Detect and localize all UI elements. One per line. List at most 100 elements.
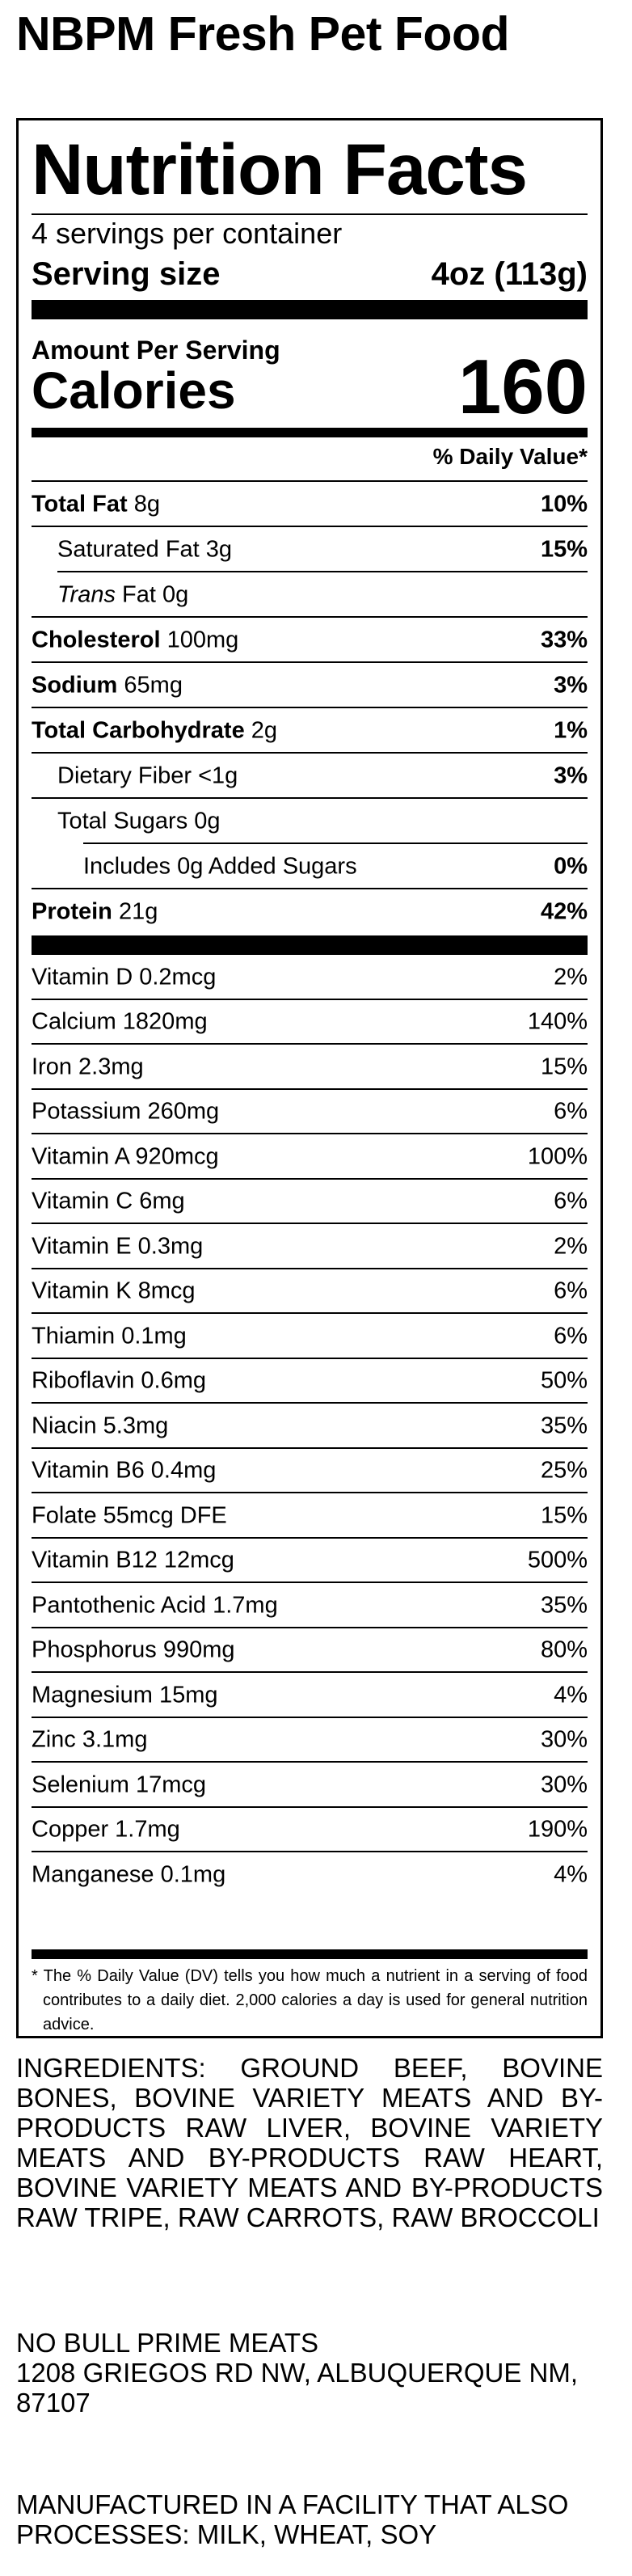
vitamin-dv: 4% [554, 1861, 588, 1888]
vitamin-name: Pantothenic Acid 1.7mg [32, 1592, 278, 1619]
daily-value-footnote: * The % Daily Value (DV) tells you how m… [32, 1964, 588, 2037]
vitamin-row: Vitamin B12 12mcg 500% [32, 1539, 588, 1583]
vitamin-dv: 500% [527, 1547, 588, 1573]
vitamin-row: Niacin 5.3mg 35% [32, 1404, 588, 1449]
vitamin-dv: 4% [554, 1682, 588, 1708]
serving-size-label: Serving size [32, 256, 221, 292]
serving-size-value: 4oz (113g) [431, 256, 588, 292]
vitamin-row: Potassium 260mg 6% [32, 1090, 588, 1134]
vitamin-name: Magnesium 15mg [32, 1682, 218, 1708]
vitamin-row: Vitamin C 6mg 6% [32, 1180, 588, 1224]
nutrient-row-cholesterol: Cholesterol 100mg 33% [32, 618, 588, 663]
nutrient-dv: 10% [540, 491, 588, 517]
nutrient-row-sodium: Sodium 65mg 3% [32, 663, 588, 708]
vitamin-row: Calcium 1820mg 140% [32, 1000, 588, 1045]
vitamin-dv: 190% [527, 1816, 588, 1843]
vitamin-row: Vitamin B6 0.4mg 25% [32, 1449, 588, 1493]
vitamin-name: Zinc 3.1mg [32, 1726, 148, 1753]
vitamin-dv: 100% [527, 1143, 588, 1170]
nutrient-dv: 3% [554, 762, 588, 789]
vitamin-name: Vitamin B12 12mcg [32, 1547, 234, 1573]
vitamin-row: Iron 2.3mg 15% [32, 1045, 588, 1090]
footnote-star: * [32, 1967, 38, 1985]
vitamin-name: Selenium 17mcg [32, 1772, 206, 1798]
nutrient-name: Protein 21g [32, 898, 158, 925]
manufacturer-name: NO BULL PRIME MEATS [16, 2328, 319, 2358]
vitamin-name: Copper 1.7mg [32, 1816, 180, 1843]
vitamin-row: Zinc 3.1mg 30% [32, 1718, 588, 1763]
vitamin-row: Selenium 17mcg 30% [32, 1763, 588, 1808]
servings-per-container: 4 servings per container [32, 217, 343, 250]
vitamin-dv: 15% [540, 1502, 588, 1529]
vitamin-dv: 6% [554, 1277, 588, 1304]
vitamin-name: Manganese 0.1mg [32, 1861, 226, 1888]
nutrient-row-protein: Protein 21g 42% [32, 889, 588, 935]
nutrition-facts-title: Nutrition Facts [32, 129, 528, 209]
nutrient-row-total-fat: Total Fat 8g 10% [32, 482, 588, 527]
nutrient-row-total-sugars: Total Sugars 0g [32, 799, 588, 844]
nutrient-name: Dietary Fiber <1g [57, 762, 238, 789]
nutrient-name: Sodium 65mg [32, 672, 183, 699]
nutrient-row-saturated-fat: Saturated Fat 3g 15% [32, 527, 588, 572]
vitamin-name: Niacin 5.3mg [32, 1413, 169, 1439]
nutrient-dv: 3% [554, 672, 588, 699]
vitamin-row: Pantothenic Acid 1.7mg 35% [32, 1583, 588, 1628]
daily-value-header: % Daily Value* [432, 444, 588, 469]
vitamin-name: Thiamin 0.1mg [32, 1323, 187, 1349]
vitamin-dv: 15% [540, 1054, 588, 1080]
vitamin-name: Vitamin B6 0.4mg [32, 1457, 217, 1484]
brand-title: NBPM Fresh Pet Food [16, 7, 510, 61]
divider [32, 213, 588, 215]
vitamin-dv: 80% [540, 1636, 588, 1663]
vitamin-dv: 2% [554, 964, 588, 990]
calories-value: 160 [457, 344, 588, 430]
amount-per-serving: Amount Per Serving [32, 336, 280, 365]
vitamin-dv: 6% [554, 1098, 588, 1125]
vitamin-name: Vitamin A 920mcg [32, 1143, 219, 1170]
vitamin-dv: 2% [554, 1233, 588, 1260]
vitamin-row: Folate 55mcg DFE 15% [32, 1493, 588, 1539]
allergen-statement: MANUFACTURED IN A FACILITY THAT ALSO PRO… [16, 2489, 569, 2549]
vitamin-row: Copper 1.7mg 190% [32, 1808, 588, 1852]
nutrient-name: Total Carbohydrate 2g [32, 717, 278, 744]
vitamin-name: Phosphorus 990mg [32, 1636, 235, 1663]
nutrient-row-trans-fat: Trans Fat 0g [32, 572, 588, 618]
nutrient-name: Includes 0g Added Sugars [83, 853, 357, 880]
thick-divider [32, 300, 588, 319]
vitamin-name: Riboflavin 0.6mg [32, 1367, 206, 1394]
nutrient-dv: 33% [540, 627, 588, 653]
vitamin-row: Vitamin E 0.3mg 2% [32, 1224, 588, 1269]
vitamin-row: Magnesium 15mg 4% [32, 1673, 588, 1718]
nutrient-row-dietary-fiber: Dietary Fiber <1g 3% [32, 754, 588, 799]
vitamin-row: Phosphorus 990mg 80% [32, 1628, 588, 1673]
vitamin-dv: 140% [527, 1008, 588, 1035]
vitamin-name: Iron 2.3mg [32, 1054, 144, 1080]
calories-label: Calories [32, 361, 236, 420]
vitamin-name: Vitamin K 8mcg [32, 1277, 196, 1304]
nutrient-name: Cholesterol 100mg [32, 627, 239, 653]
serving-size: Serving size 4oz (113g) [32, 258, 588, 290]
nutrient-dv: 15% [540, 536, 588, 563]
nutrient-row-added-sugars: Includes 0g Added Sugars 0% [32, 844, 588, 889]
nutrient-dv: 42% [540, 898, 588, 925]
footnote-text: The % Daily Value (DV) tells you how muc… [43, 1967, 588, 2033]
manufacturer-address: 1208 GRIEGOS RD NW, ALBUQUERQUE NM, 8710… [16, 2357, 578, 2418]
vitamin-name: Vitamin E 0.3mg [32, 1233, 204, 1260]
vitamin-row: Thiamin 0.1mg 6% [32, 1314, 588, 1359]
medium-divider [32, 1949, 588, 1959]
vitamin-name: Potassium 260mg [32, 1098, 220, 1125]
vitamin-dv: 6% [554, 1323, 588, 1349]
manufacturer: NO BULL PRIME MEATS 1208 GRIEGOS RD NW, … [16, 2328, 603, 2418]
nutrient-dv: 0% [554, 853, 588, 880]
vitamin-row: Vitamin D 0.2mcg 2% [32, 955, 588, 1000]
ingredients: INGREDIENTS: GROUND BEEF, BOVINE BONES, … [16, 2053, 603, 2232]
nutrient-row-total-carbohydrate: Total Carbohydrate 2g 1% [32, 708, 588, 754]
vitamin-name: Folate 55mcg DFE [32, 1502, 227, 1529]
vitamin-dv: 30% [540, 1772, 588, 1798]
vitamin-dv: 30% [540, 1726, 588, 1753]
vitamin-row: Riboflavin 0.6mg 50% [32, 1359, 588, 1404]
divider [32, 480, 588, 482]
nutrient-name: Total Sugars 0g [57, 808, 221, 834]
vitamin-row: Vitamin K 8mcg 6% [32, 1269, 588, 1314]
